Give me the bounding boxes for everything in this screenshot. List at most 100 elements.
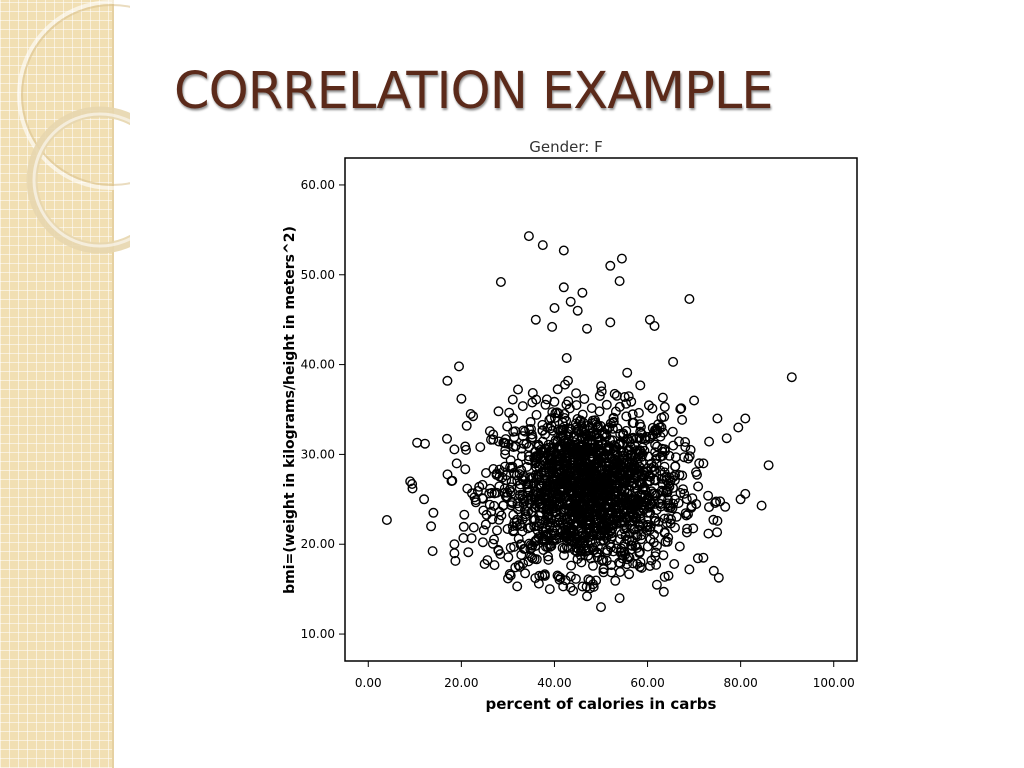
data-point bbox=[525, 417, 536, 428]
data-point bbox=[488, 464, 499, 475]
data-point bbox=[698, 458, 709, 469]
data-point bbox=[740, 488, 751, 499]
data-point bbox=[564, 513, 575, 524]
data-point bbox=[679, 488, 690, 499]
data-point bbox=[599, 525, 610, 536]
data-point bbox=[552, 524, 563, 535]
y-tick-label: 40.00 bbox=[301, 358, 335, 372]
data-point bbox=[740, 413, 751, 424]
data-point bbox=[574, 494, 585, 505]
data-point bbox=[530, 535, 541, 546]
data-point bbox=[606, 471, 617, 482]
data-point bbox=[610, 575, 621, 586]
data-point bbox=[590, 492, 601, 503]
data-point bbox=[577, 581, 588, 592]
data-point bbox=[576, 509, 587, 520]
data-point bbox=[674, 541, 685, 552]
data-point bbox=[507, 394, 518, 405]
data-point bbox=[449, 444, 460, 455]
data-point bbox=[733, 422, 744, 433]
data-point bbox=[493, 406, 504, 417]
data-point bbox=[469, 492, 480, 503]
data-point bbox=[468, 411, 479, 422]
data-point bbox=[604, 488, 615, 499]
data-point bbox=[615, 567, 626, 578]
data-point bbox=[605, 260, 616, 271]
data-point bbox=[505, 570, 516, 581]
data-point bbox=[514, 561, 525, 572]
data-point bbox=[499, 461, 510, 472]
data-point bbox=[654, 422, 665, 433]
data-point bbox=[552, 384, 563, 395]
data-point bbox=[703, 490, 714, 501]
data-point bbox=[665, 518, 676, 529]
data-point bbox=[668, 440, 679, 451]
data-point bbox=[634, 419, 645, 430]
y-tick-label: 60.00 bbox=[301, 178, 335, 192]
data-point bbox=[610, 486, 621, 497]
data-point bbox=[528, 472, 539, 483]
data-point bbox=[650, 439, 661, 450]
data-point bbox=[599, 429, 610, 440]
data-point bbox=[505, 455, 516, 466]
data-point bbox=[529, 553, 540, 564]
data-point bbox=[684, 293, 695, 304]
data-point bbox=[635, 514, 646, 525]
data-point bbox=[720, 501, 731, 512]
data-point bbox=[680, 442, 691, 453]
data-point bbox=[621, 513, 632, 524]
data-point bbox=[674, 470, 685, 481]
data-point bbox=[639, 470, 650, 481]
data-point bbox=[617, 489, 628, 500]
data-point bbox=[565, 424, 576, 435]
data-point bbox=[419, 494, 430, 505]
data-point bbox=[571, 400, 582, 411]
data-point bbox=[664, 500, 675, 511]
data-point bbox=[571, 388, 582, 399]
data-point bbox=[588, 530, 599, 541]
data-point bbox=[618, 428, 629, 439]
data-point bbox=[554, 500, 565, 511]
data-point bbox=[673, 498, 684, 509]
data-point bbox=[613, 439, 624, 450]
data-point bbox=[491, 487, 502, 498]
data-point bbox=[572, 305, 583, 316]
data-point bbox=[493, 436, 504, 447]
data-point bbox=[516, 443, 527, 454]
x-axis-label: percent of calories in carbs bbox=[486, 695, 717, 713]
data-point bbox=[583, 491, 594, 502]
data-point bbox=[524, 472, 535, 483]
data-point bbox=[657, 447, 668, 458]
data-point bbox=[579, 394, 590, 405]
data-point bbox=[693, 481, 704, 492]
data-point bbox=[632, 559, 643, 570]
data-point bbox=[644, 501, 655, 512]
data-point bbox=[641, 521, 652, 532]
data-point bbox=[530, 314, 541, 325]
data-point bbox=[489, 560, 500, 571]
data-point bbox=[558, 282, 569, 293]
data-point bbox=[581, 449, 592, 460]
data-point bbox=[689, 395, 700, 406]
data-point bbox=[603, 502, 614, 513]
data-point bbox=[442, 469, 453, 480]
data-point bbox=[576, 522, 587, 533]
data-point bbox=[656, 473, 667, 484]
data-point bbox=[591, 459, 602, 470]
data-point bbox=[669, 559, 680, 570]
data-point bbox=[667, 426, 678, 437]
data-point bbox=[545, 423, 556, 434]
data-point bbox=[614, 276, 625, 287]
data-point bbox=[518, 470, 529, 481]
data-point bbox=[607, 423, 618, 434]
data-point bbox=[531, 486, 542, 497]
data-point bbox=[509, 432, 520, 443]
data-point bbox=[646, 498, 657, 509]
data-point bbox=[712, 515, 723, 526]
data-point bbox=[547, 321, 558, 332]
data-point bbox=[627, 409, 638, 420]
y-tick-label: 50.00 bbox=[301, 268, 335, 282]
data-point bbox=[499, 437, 510, 448]
data-point bbox=[547, 425, 558, 436]
data-point bbox=[540, 399, 551, 410]
